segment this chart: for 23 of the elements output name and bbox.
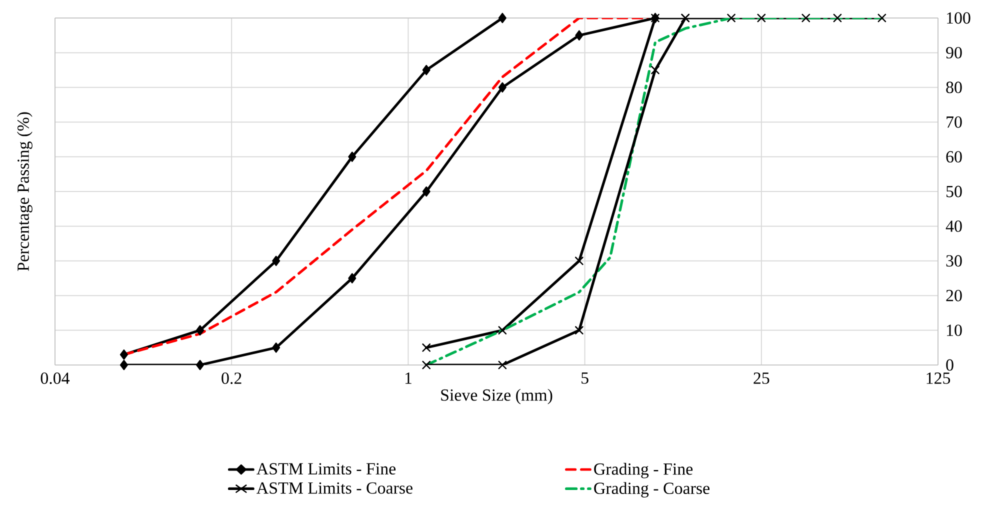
y-tick-label: 0 xyxy=(946,359,954,371)
y-tick-label: 80 xyxy=(946,82,962,94)
y-tick-label: 60 xyxy=(946,151,962,163)
y-tick-label: 100 xyxy=(947,12,970,24)
legend-label: ASTM Limits - Coarse xyxy=(256,482,412,494)
x-tick-label: 0.2 xyxy=(222,372,242,384)
y-tick-label: 40 xyxy=(946,220,962,232)
x-tick-label: 25 xyxy=(754,372,770,384)
legend-label: Grading - Fine xyxy=(594,462,693,478)
y-tick-label: 20 xyxy=(946,290,962,302)
y-axis-title: Percentage Passing (%) xyxy=(17,112,32,271)
legend-label: ASTM Limits - Fine xyxy=(256,463,396,475)
x-tick-label: 1 xyxy=(405,372,412,384)
y-tick-label: 70 xyxy=(946,116,962,128)
x-tick-label: 125 xyxy=(926,372,950,384)
x-tick-label: 5 xyxy=(582,372,588,384)
y-tick-label: 30 xyxy=(946,255,962,267)
y-tick-label: 10 xyxy=(947,324,962,336)
x-axis-title: Sieve Size (mm) xyxy=(441,388,552,404)
x-tick-label: 0.04 xyxy=(40,372,70,384)
y-tick-label: 50 xyxy=(946,186,962,198)
y-tick-label: 90 xyxy=(946,46,962,58)
legend-label: Grading - Coarse xyxy=(594,482,710,498)
